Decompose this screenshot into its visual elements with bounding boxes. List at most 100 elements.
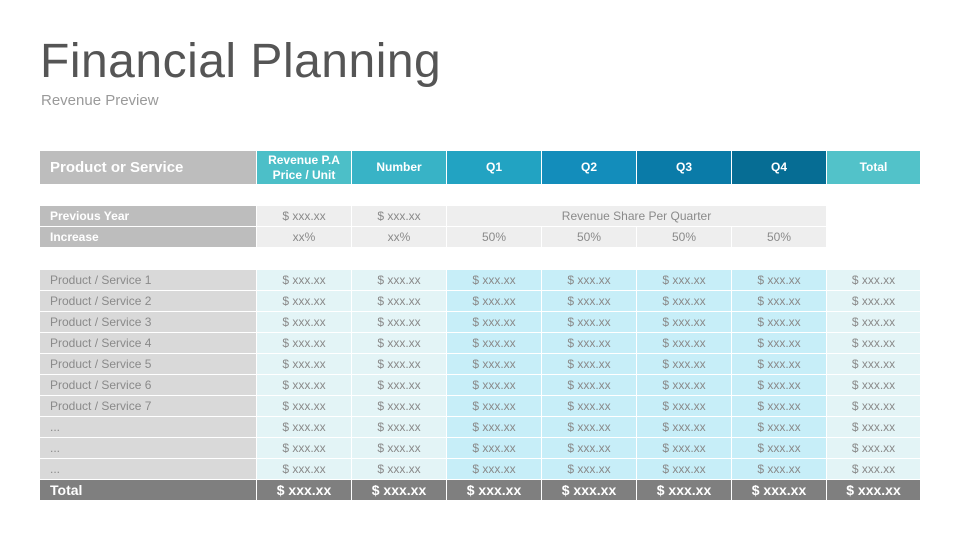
total-cell: $ xxx.xx [732, 480, 826, 500]
header-total: Total [827, 151, 920, 184]
row-cell: $ xxx.xx [637, 375, 731, 396]
header-product: Product or Service [40, 151, 256, 184]
row-cell: $ xxx.xx [637, 459, 731, 480]
header-price-line1: Revenue P.A [268, 152, 340, 167]
header-q1: Q1 [447, 151, 541, 184]
row-cell: $ xxx.xx [257, 270, 351, 291]
row-cell: $ xxx.xx [257, 459, 351, 480]
row-cell: $ xxx.xx [732, 354, 826, 375]
row-cell: $ xxx.xx [827, 270, 920, 291]
slide-title: Financial Planning [40, 35, 442, 88]
table-header-row: Product or Service Revenue P.A Price / U… [40, 151, 920, 184]
row-label: Product / Service 6 [40, 375, 256, 396]
row-cell: $ xxx.xx [637, 438, 731, 459]
slide-subtitle: Revenue Preview [41, 92, 159, 109]
previous-year-label: Previous Year [40, 206, 256, 227]
row-label: Product / Service 2 [40, 291, 256, 312]
row-cell: $ xxx.xx [257, 312, 351, 333]
table-row: ... $ xxx.xx $ xxx.xx $ xxx.xx $ xxx.xx $ xxx… [40, 459, 920, 480]
row-label: ... [40, 417, 256, 438]
previous-year-number: $ xxx.xx [352, 206, 446, 227]
row-cell: $ xxx.xx [447, 312, 541, 333]
header-q2: Q2 [542, 151, 636, 184]
table-row: Product / Service 2 $ xxx.xx $ xxx.xx $ xxx… [40, 291, 920, 312]
total-cell: $ xxx.xx [827, 480, 920, 500]
table-row: Product / Service 1 $ xxx.xx $ xxx.xx $ xxx… [40, 270, 920, 291]
row-cell: $ xxx.xx [447, 270, 541, 291]
financial-table: Product or Service Revenue P.A Price / U… [40, 151, 920, 500]
row-cell: $ xxx.xx [352, 354, 446, 375]
row-cell: $ xxx.xx [352, 375, 446, 396]
table-row: Product / Service 6 $ xxx.xx $ xxx.xx $ xxx… [40, 375, 920, 396]
row-cell: $ xxx.xx [732, 459, 826, 480]
row-cell: $ xxx.xx [447, 438, 541, 459]
row-cell: $ xxx.xx [352, 459, 446, 480]
total-cell: $ xxx.xx [542, 480, 636, 500]
row-cell: $ xxx.xx [637, 396, 731, 417]
header-q3: Q3 [637, 151, 731, 184]
revenue-share-label: Revenue Share Per Quarter [447, 206, 826, 227]
increase-q3: 50% [637, 227, 731, 248]
row-cell: $ xxx.xx [447, 354, 541, 375]
table-row: Product / Service 5 $ xxx.xx $ xxx.xx $ xxx… [40, 354, 920, 375]
table-row: Product / Service 7 $ xxx.xx $ xxx.xx $ xxx… [40, 396, 920, 417]
row-cell: $ xxx.xx [827, 396, 920, 417]
total-cell: $ xxx.xx [257, 480, 351, 500]
row-cell: $ xxx.xx [637, 417, 731, 438]
table-row: ... $ xxx.xx $ xxx.xx $ xxx.xx $ xxx.xx $ xxx… [40, 438, 920, 459]
row-cell: $ xxx.xx [542, 354, 636, 375]
row-cell: $ xxx.xx [732, 333, 826, 354]
row-cell: $ xxx.xx [257, 417, 351, 438]
row-cell: $ xxx.xx [637, 354, 731, 375]
row-cell: $ xxx.xx [637, 333, 731, 354]
row-cell: $ xxx.xx [542, 396, 636, 417]
row-cell: $ xxx.xx [447, 459, 541, 480]
row-cell: $ xxx.xx [827, 333, 920, 354]
row-cell: $ xxx.xx [827, 417, 920, 438]
row-label: ... [40, 438, 256, 459]
increase-row: Increase xx% xx% 50% 50% 50% 50% [40, 227, 918, 248]
increase-q1: 50% [447, 227, 541, 248]
increase-price: xx% [257, 227, 351, 248]
header-price: Revenue P.A Price / Unit [257, 151, 351, 184]
row-label: ... [40, 459, 256, 480]
table-row: Product / Service 4 $ xxx.xx $ xxx.xx $ xxx… [40, 333, 920, 354]
row-cell: $ xxx.xx [542, 270, 636, 291]
row-cell: $ xxx.xx [352, 417, 446, 438]
previous-year-row: Previous Year $ xxx.xx $ xxx.xx Revenue … [40, 206, 918, 227]
header-q4: Q4 [732, 151, 826, 184]
previous-year-price: $ xxx.xx [257, 206, 351, 227]
row-cell: $ xxx.xx [732, 417, 826, 438]
increase-label: Increase [40, 227, 256, 248]
row-label: Product / Service 5 [40, 354, 256, 375]
row-cell: $ xxx.xx [447, 291, 541, 312]
row-cell: $ xxx.xx [542, 312, 636, 333]
row-label: Product / Service 3 [40, 312, 256, 333]
row-cell: $ xxx.xx [257, 291, 351, 312]
increase-q4: 50% [732, 227, 826, 248]
row-cell: $ xxx.xx [352, 291, 446, 312]
row-cell: $ xxx.xx [352, 270, 446, 291]
header-price-line2: Price / Unit [272, 167, 336, 182]
row-cell: $ xxx.xx [827, 375, 920, 396]
row-cell: $ xxx.xx [447, 396, 541, 417]
row-cell: $ xxx.xx [542, 417, 636, 438]
header-number: Number [352, 151, 446, 184]
total-cell: $ xxx.xx [637, 480, 731, 500]
row-cell: $ xxx.xx [732, 291, 826, 312]
row-cell: $ xxx.xx [257, 396, 351, 417]
total-cell: $ xxx.xx [447, 480, 541, 500]
row-cell: $ xxx.xx [542, 459, 636, 480]
row-cell: $ xxx.xx [542, 291, 636, 312]
row-cell: $ xxx.xx [827, 459, 920, 480]
row-cell: $ xxx.xx [732, 438, 826, 459]
row-cell: $ xxx.xx [827, 312, 920, 333]
row-cell: $ xxx.xx [637, 312, 731, 333]
data-rows: Product / Service 1 $ xxx.xx $ xxx.xx $ xxx… [40, 270, 920, 480]
row-cell: $ xxx.xx [732, 270, 826, 291]
table-row: Product / Service 3 $ xxx.xx $ xxx.xx $ xxx… [40, 312, 920, 333]
row-cell: $ xxx.xx [732, 396, 826, 417]
row-cell: $ xxx.xx [542, 375, 636, 396]
row-label: Product / Service 7 [40, 396, 256, 417]
row-cell: $ xxx.xx [257, 375, 351, 396]
